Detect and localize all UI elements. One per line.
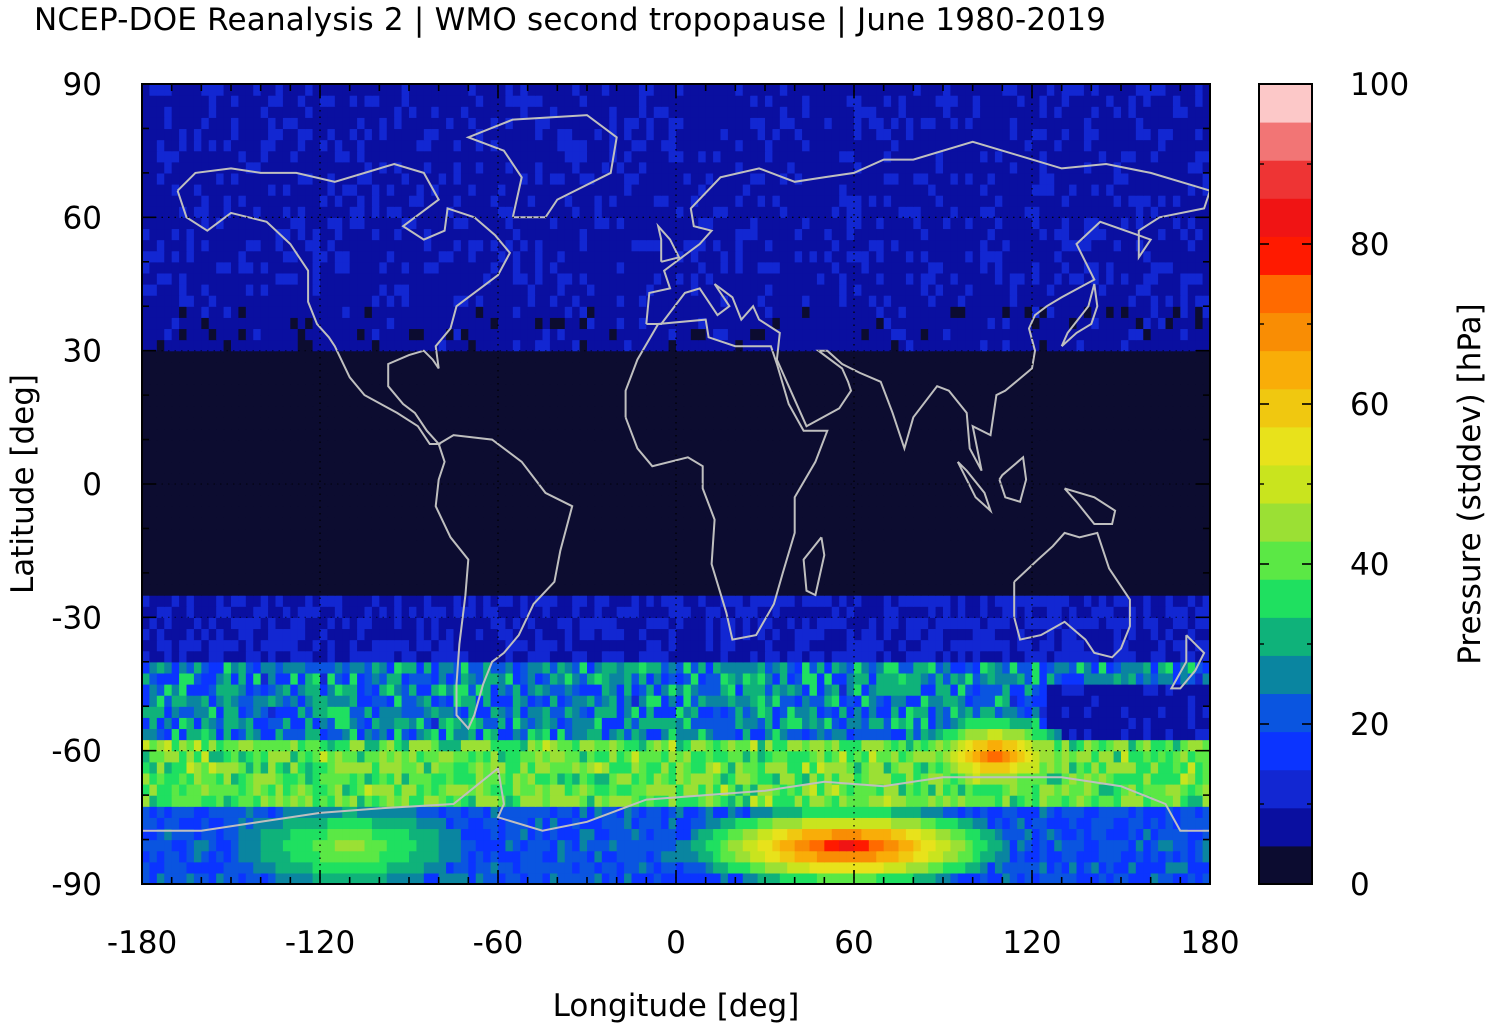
colorbar-swatch <box>1259 617 1312 656</box>
colorbar-swatch <box>1259 541 1312 580</box>
y-axis-label: Latitude [deg] <box>5 374 41 594</box>
colorbar-swatch <box>1259 693 1312 733</box>
x-tick-label: -120 <box>285 925 355 961</box>
x-tick-label: 0 <box>666 925 686 961</box>
y-tick-label: -90 <box>51 867 102 903</box>
coastline-10 <box>956 461 993 514</box>
colorbar-tick-label: 100 <box>1350 67 1409 103</box>
coastline-12 <box>1169 634 1206 690</box>
colorbar-swatch <box>1259 160 1312 199</box>
coastline-13 <box>142 766 1210 832</box>
coastline-1 <box>465 114 618 219</box>
y-tick-label: 30 <box>63 334 102 370</box>
y-tick-label: 90 <box>63 67 102 103</box>
x-tick-label: 60 <box>834 925 873 961</box>
coastline-9 <box>998 455 1028 504</box>
colorbar-swatch <box>1259 503 1312 542</box>
chart-title: NCEP-DOE Reanalysis 2 | WMO second tropo… <box>34 2 1107 38</box>
colorbar-swatch <box>1259 464 1312 504</box>
y-tick-label: -30 <box>51 600 102 636</box>
colorbar-tick-label: 40 <box>1350 547 1389 583</box>
colorbar: 0 20 40 60 80 100 <box>1258 67 1409 903</box>
heatmap-field <box>142 84 1210 884</box>
colorbar-swatch <box>1259 274 1312 314</box>
coastline-8 <box>1060 283 1099 347</box>
colorbar-swatch <box>1259 236 1312 275</box>
colorbar-tick-label: 20 <box>1350 707 1389 743</box>
colorbar-swatch <box>1259 312 1312 352</box>
colorbar-tick-label: 80 <box>1350 227 1389 263</box>
x-tick-label: -60 <box>473 925 524 961</box>
coastline-3 <box>624 318 829 641</box>
x-tick-label: 180 <box>1180 925 1239 961</box>
y-tick-label: -60 <box>51 734 102 770</box>
x-axis-label: Longitude [deg] <box>553 988 800 1024</box>
colorbar-swatch <box>1259 350 1312 390</box>
colorbar-swatch <box>1259 807 1312 847</box>
y-tick-label: 60 <box>63 200 102 236</box>
colorbar-swatch <box>1259 655 1312 695</box>
coastline-11 <box>1063 487 1117 525</box>
coastline-4 <box>645 140 1210 472</box>
colorbar-swatch <box>1259 845 1312 885</box>
x-axis: -180 -120 -60 0 60 120 180 <box>107 84 1240 961</box>
colorbar-tick-label: 60 <box>1350 387 1389 423</box>
colorbar-swatch <box>1259 426 1312 466</box>
coastline-5 <box>1013 531 1131 659</box>
colorbar-swatch <box>1259 122 1312 161</box>
x-tick-label: -180 <box>107 925 177 961</box>
y-axis: 90 60 30 0 -30 -60 -90 <box>51 67 1210 903</box>
gridlines <box>142 84 1210 884</box>
coastline-6 <box>802 536 826 597</box>
colorbar-swatch <box>1259 769 1312 809</box>
colorbar-swatch <box>1259 198 1312 237</box>
colorbar-swatch <box>1259 731 1312 771</box>
colorbar-swatch <box>1259 84 1312 123</box>
coastline-overlay <box>142 114 1210 832</box>
coastline-7 <box>656 222 681 263</box>
coastline-2 <box>434 434 574 731</box>
colorbar-tick-label: 0 <box>1350 867 1370 903</box>
colorbar-swatch <box>1259 388 1312 428</box>
colorbar-label: Pressure (stddev) [hPa] <box>1452 303 1488 664</box>
y-tick-label: 0 <box>82 467 102 503</box>
x-tick-label: 120 <box>1002 925 1061 961</box>
coastline-0 <box>176 162 512 445</box>
colorbar-swatch <box>1259 579 1312 618</box>
